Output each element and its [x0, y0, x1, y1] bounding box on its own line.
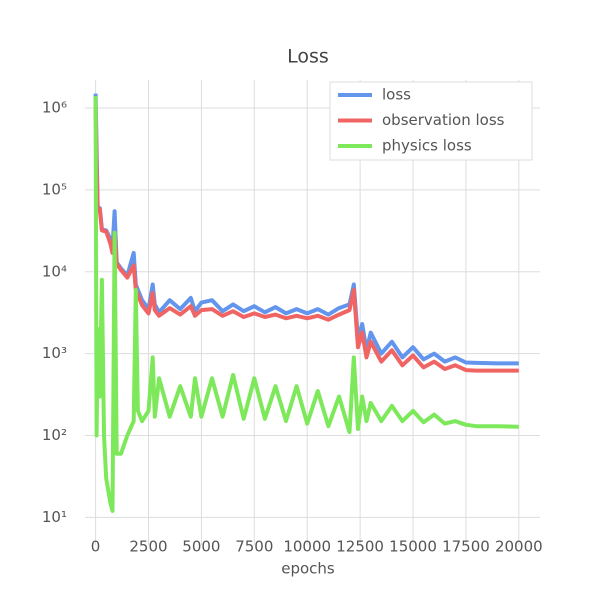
y-tick-label: 10⁶	[42, 99, 67, 117]
x-tick-label: 0	[91, 538, 101, 556]
line	[93, 96, 519, 513]
x-axis-label: epochs	[281, 560, 335, 578]
legend-label: physics loss	[382, 137, 472, 155]
x-tick-label: 20000	[495, 538, 543, 556]
x-tick-label: 10000	[283, 538, 331, 556]
x-tick-label: 15000	[389, 538, 437, 556]
legend: loss observation loss physics loss	[329, 81, 533, 161]
x-tick-label: 7500	[235, 538, 273, 556]
x-tick-label: 2500	[129, 538, 167, 556]
y-tick-label: 10¹	[42, 508, 67, 526]
chart-title: Loss	[287, 46, 329, 68]
y-tick-label: 10³	[42, 344, 67, 362]
x-tick-label: 12500	[336, 538, 384, 556]
y-tick-label: 10²	[42, 426, 67, 444]
y-tick-label: 10⁴	[42, 262, 67, 280]
legend-label: observation loss	[382, 111, 505, 129]
x-tick-label: 17500	[442, 538, 490, 556]
x-tick-label: 5000	[182, 538, 220, 556]
y-tick-label: 10⁵	[42, 180, 67, 198]
legend-label: loss	[382, 86, 411, 104]
line	[93, 93, 519, 366]
